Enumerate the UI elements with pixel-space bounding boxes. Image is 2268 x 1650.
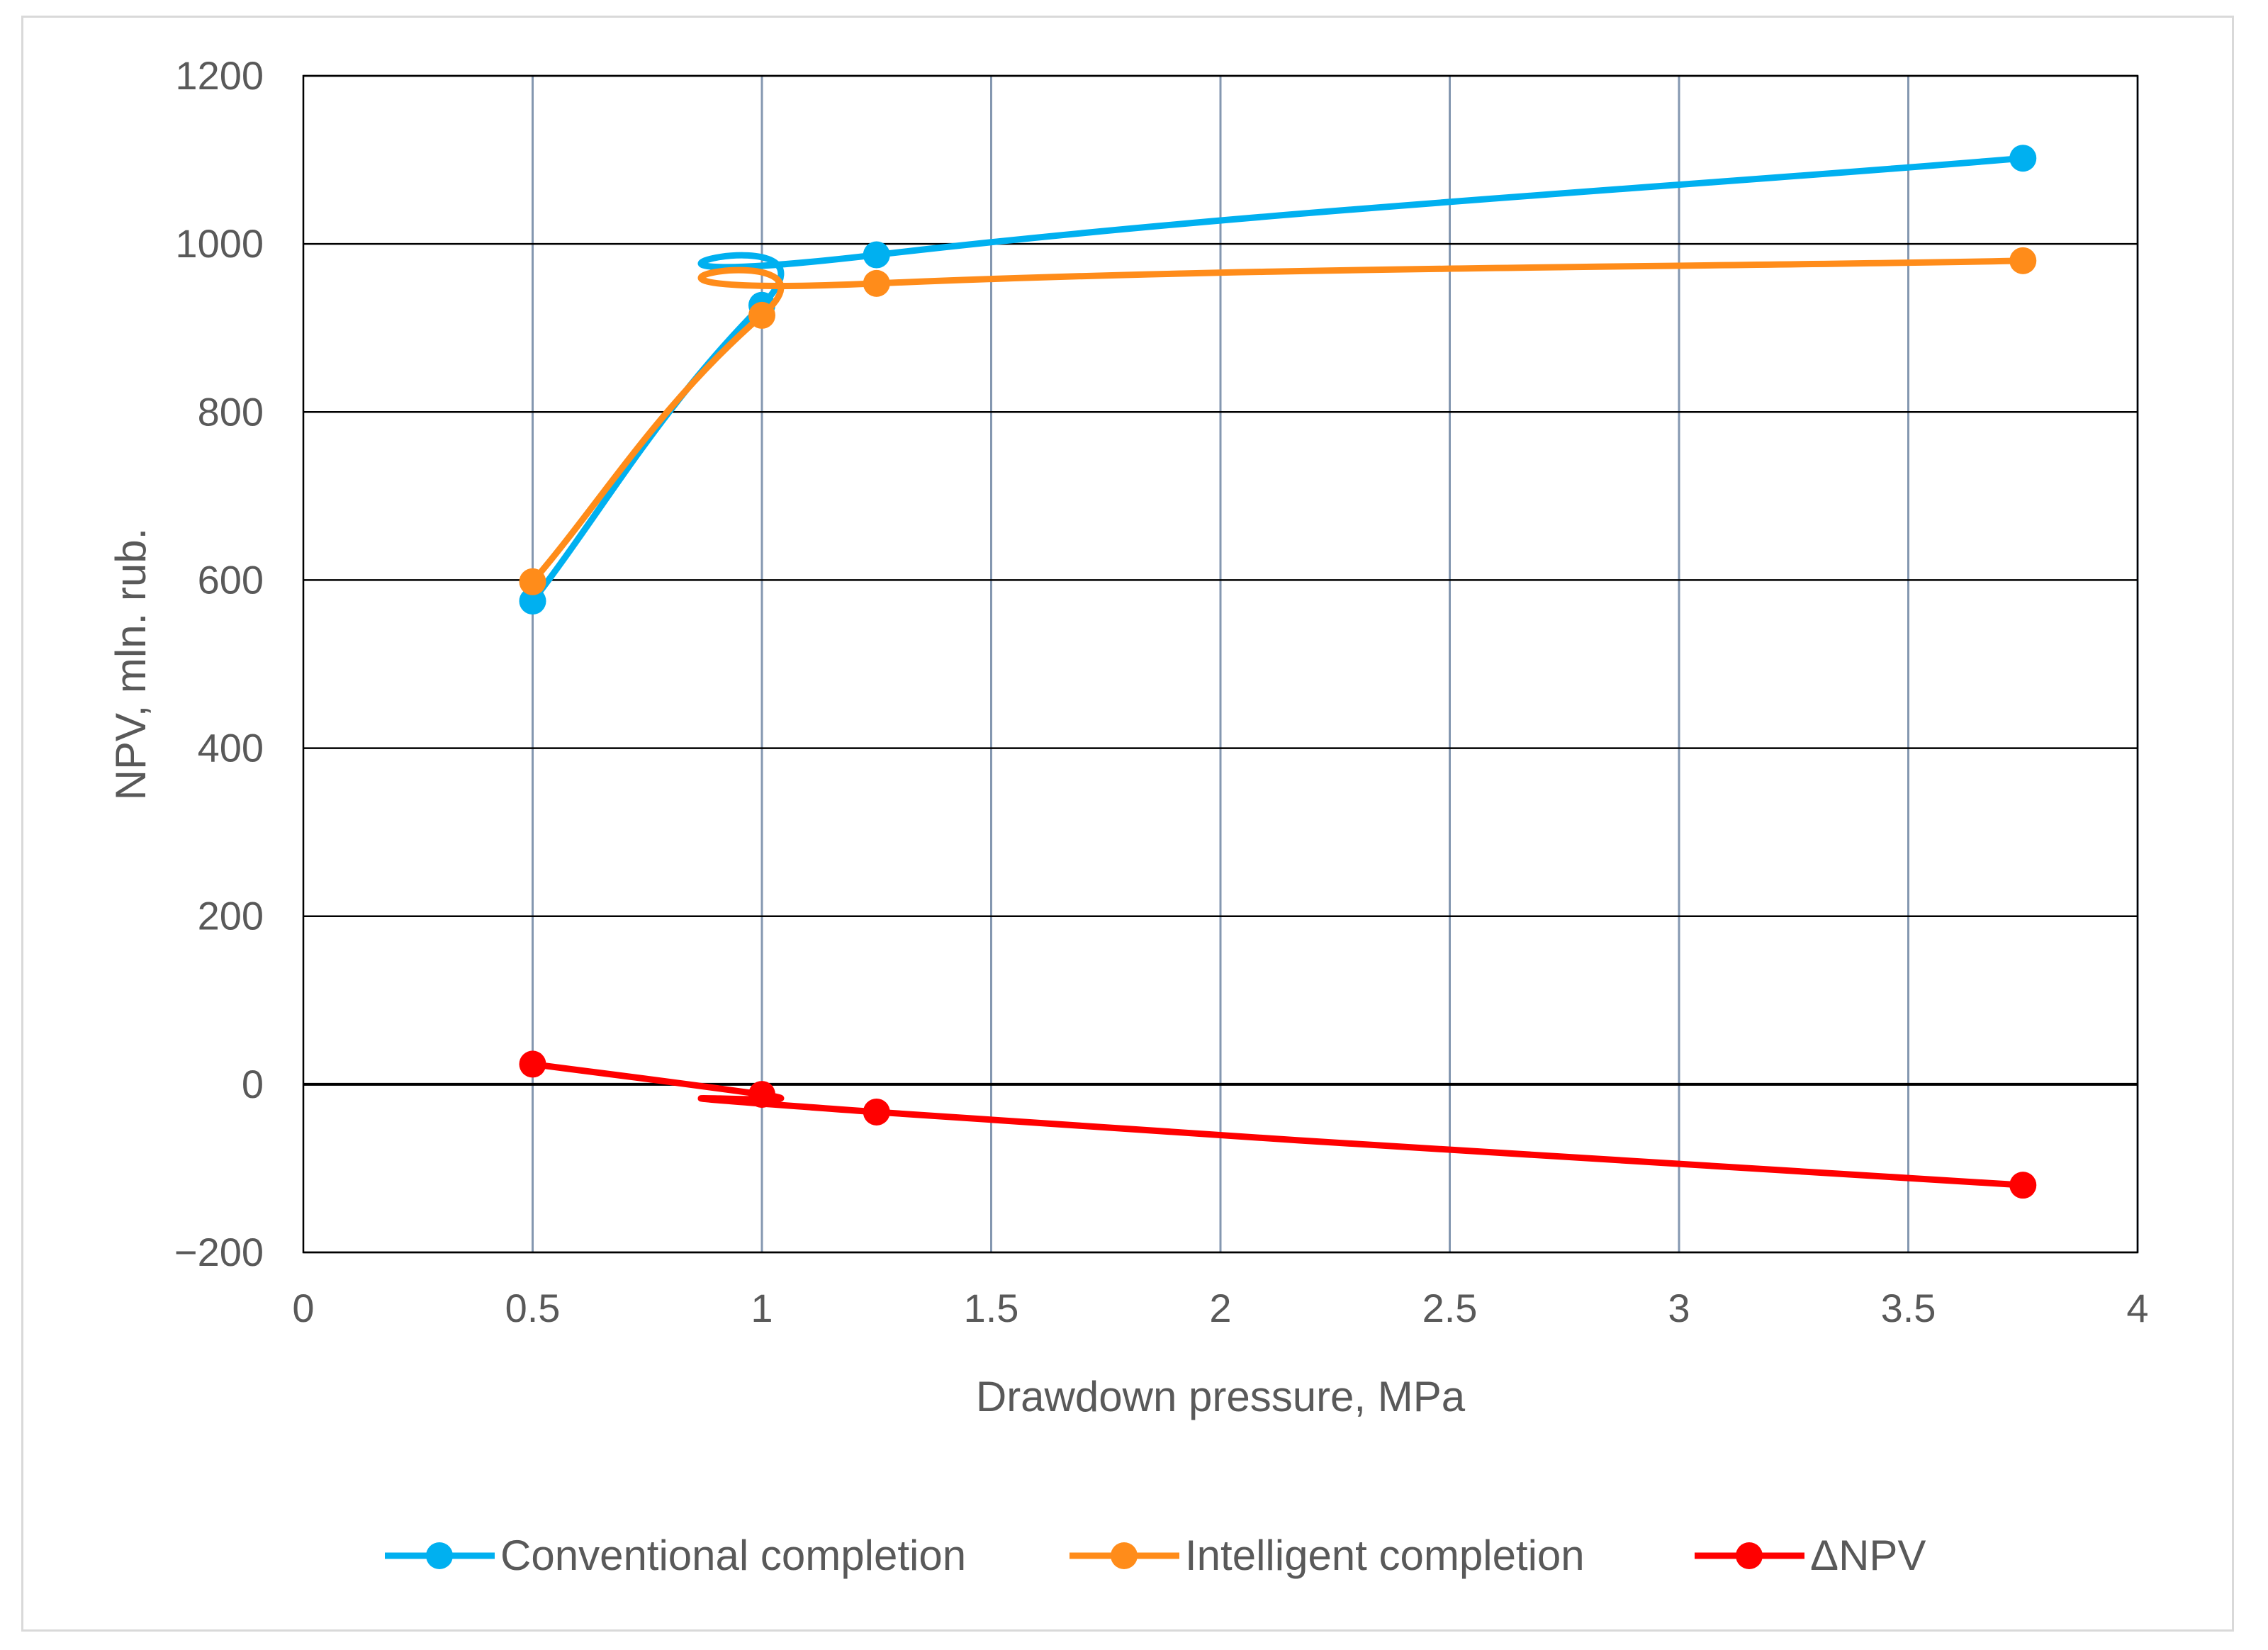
y-tick-label: 1000 (175, 221, 264, 266)
legend-item: ΔNPV (1695, 1532, 1926, 1579)
y-tick-label: 1200 (175, 53, 264, 98)
y-tick-label: 200 (198, 894, 264, 938)
legend-marker (426, 1542, 453, 1569)
data-point (863, 242, 890, 269)
series-0 (520, 145, 2037, 614)
y-tick-label: 800 (198, 389, 264, 434)
x-tick-label: 4 (2126, 1286, 2148, 1330)
x-tick-label: 0 (292, 1286, 314, 1330)
x-tick-label: 3 (1668, 1286, 1690, 1330)
x-tick-label: 2.5 (1422, 1286, 1478, 1330)
y-tick-label: 400 (198, 726, 264, 770)
data-point (748, 302, 775, 329)
legend-label: Conventional completion (500, 1532, 966, 1579)
data-point (863, 270, 890, 297)
data-point (2009, 1172, 2036, 1199)
data-point (748, 1081, 775, 1108)
x-tick-label: 2 (1209, 1286, 1231, 1330)
data-point (520, 568, 546, 595)
legend-item: Intelligent completion (1070, 1532, 1585, 1579)
x-tick-label: 3.5 (1881, 1286, 1936, 1330)
series-line (533, 158, 2023, 601)
legend-item: Conventional completion (385, 1532, 966, 1579)
legend: Conventional completion Intelligent compl… (385, 1532, 1926, 1579)
x-axis-title: Drawdown pressure, MPa (976, 1373, 1466, 1420)
line-chart: 0 0.5 1 1.5 2 2.5 3 3.5 4 −200 0 200 400 600 800 1000 12… (23, 18, 2236, 1634)
legend-label: ΔNPV (1810, 1532, 1926, 1579)
data-point (863, 1099, 890, 1126)
y-tick-label: −200 (174, 1230, 264, 1274)
legend-label: Intelligent completion (1185, 1532, 1585, 1579)
y-tick-label: 0 (242, 1062, 264, 1106)
legend-marker (1736, 1542, 1763, 1569)
x-tick-label: 0.5 (505, 1286, 561, 1330)
data-point (2009, 247, 2036, 274)
series-1 (520, 247, 2037, 595)
legend-marker (1111, 1542, 1138, 1569)
series (520, 145, 2037, 1199)
y-tick-label: 600 (198, 557, 264, 602)
series-2 (520, 1050, 2037, 1199)
chart-frame: 0 0.5 1 1.5 2 2.5 3 3.5 4 −200 0 200 400 600 800 1000 12… (21, 16, 2234, 1632)
data-point (520, 1050, 546, 1077)
y-axis-title: NPV, mln. rub. (107, 528, 155, 801)
grid (303, 76, 2138, 1252)
x-tick-label: 1 (751, 1286, 773, 1330)
x-tick-label: 1.5 (964, 1286, 1019, 1330)
data-point (2009, 145, 2036, 172)
